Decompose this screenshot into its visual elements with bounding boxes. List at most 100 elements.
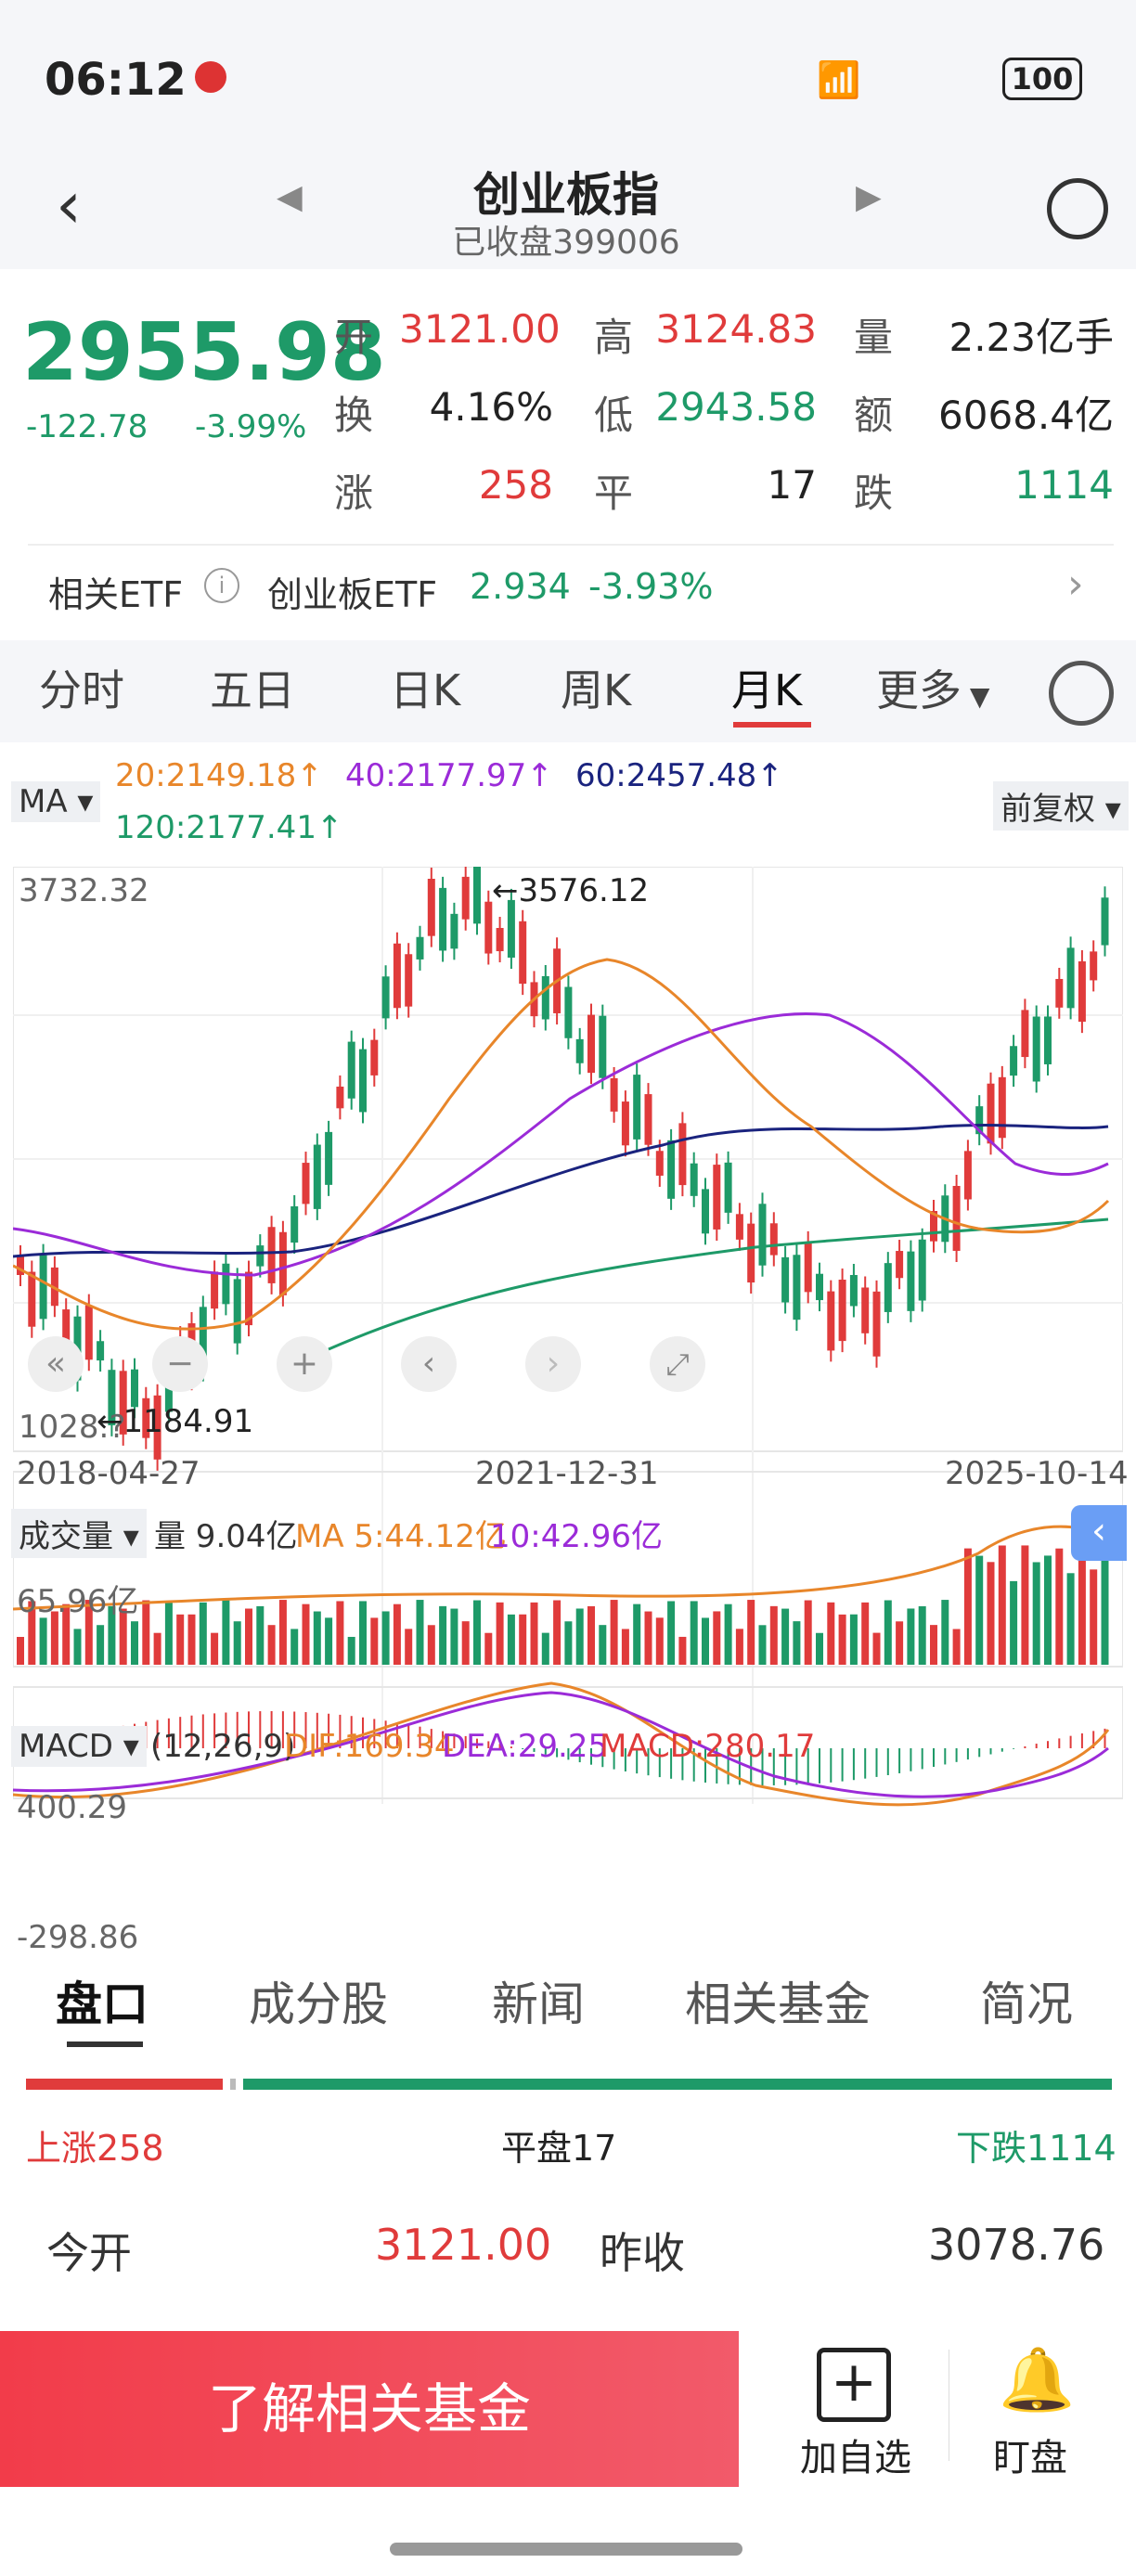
volume-bar: [325, 1617, 333, 1665]
candle: [39, 1255, 47, 1320]
candle: [541, 975, 549, 1020]
collapse-panel-icon[interactable]: ‹: [1071, 1505, 1127, 1561]
add-watchlist-icon[interactable]: +: [817, 2348, 891, 2422]
candle: [267, 1227, 276, 1283]
candle: [313, 1144, 321, 1209]
volume-bar: [838, 1614, 846, 1665]
learn-funds-button[interactable]: 了解相关基金: [0, 2331, 739, 2487]
candle: [896, 1251, 904, 1279]
etf-name: 创业板ETF: [267, 574, 438, 615]
bell-icon[interactable]: 🔔: [999, 2344, 1076, 2415]
etf-label: 相关ETF: [48, 574, 184, 615]
volume-bar: [735, 1629, 743, 1665]
info-icon[interactable]: i: [204, 568, 239, 603]
adjust-label: 前复权: [1000, 791, 1095, 828]
volume-bar: [941, 1600, 949, 1665]
add-watchlist-label[interactable]: 加自选: [800, 2437, 911, 2479]
prev-index-icon[interactable]: ◀: [277, 178, 303, 216]
candle: [336, 1086, 344, 1109]
tab-profile[interactable]: 简况: [980, 1977, 1073, 2031]
candle: [644, 1094, 652, 1145]
volume-bar: [930, 1625, 937, 1665]
next-index-icon[interactable]: ▶: [856, 178, 882, 216]
quote-label: 涨: [334, 470, 374, 516]
tab-more[interactable]: 更多 ▼: [876, 657, 989, 718]
app-logo-icon: [195, 61, 226, 93]
volume-bar: [690, 1601, 698, 1665]
tab-zhouk[interactable]: 周K: [561, 665, 632, 715]
zoom-out-icon[interactable]: −: [152, 1336, 208, 1392]
etf-pct: -3.93%: [588, 566, 714, 607]
chevron-down-icon: ▼: [962, 681, 990, 712]
fullscreen-icon[interactable]: ⤢: [650, 1336, 705, 1392]
volume-bar: [347, 1636, 355, 1665]
volume-bar: [644, 1611, 652, 1665]
ma40-line: [13, 1011, 1109, 1277]
candle: [849, 1274, 858, 1307]
candle: [633, 1075, 641, 1140]
tab-yuek[interactable]: 月K: [731, 665, 803, 715]
candle: [918, 1239, 926, 1301]
volume-bar: [907, 1608, 915, 1665]
tab-constituents[interactable]: 成分股: [249, 1977, 388, 2031]
candle: [393, 943, 401, 1009]
tab-related-funds[interactable]: 相关基金: [685, 1977, 871, 2031]
candle: [278, 1231, 287, 1295]
vol-ma-line: [13, 1525, 1109, 1611]
tab-news[interactable]: 新闻: [492, 1977, 585, 2031]
candle: [325, 1131, 333, 1185]
candle: [519, 921, 527, 985]
rewind-icon[interactable]: «: [28, 1336, 84, 1392]
divider: [28, 544, 1114, 546]
volume-bar: [84, 1600, 93, 1665]
candle: [713, 1165, 721, 1230]
volume-selector[interactable]: 成交量 ▾: [11, 1509, 147, 1558]
volume-bar: [884, 1600, 892, 1665]
volume-bar: [313, 1611, 321, 1665]
ma-selector[interactable]: MA ▾: [11, 781, 101, 822]
volume-selector-label: 成交量: [19, 1518, 113, 1555]
volume-bar: [702, 1617, 709, 1665]
dea-line: [13, 1691, 1109, 1798]
quote-label: 高: [594, 315, 634, 360]
zoom-in-icon[interactable]: +: [277, 1336, 332, 1392]
candle: [610, 1077, 618, 1112]
tab-pankou[interactable]: 盘口: [56, 1977, 148, 2031]
volume-bar: [416, 1600, 424, 1665]
tab-rik[interactable]: 日K: [390, 665, 461, 715]
tab-fenshi[interactable]: 分时: [39, 665, 124, 715]
volume-bar: [564, 1621, 573, 1665]
macd-selector[interactable]: MACD ▾: [11, 1726, 147, 1767]
watch-label[interactable]: 盯盘: [993, 2437, 1067, 2479]
candle: [245, 1271, 252, 1326]
tab-wuri[interactable]: 五日: [210, 665, 295, 715]
volume-bar: [610, 1600, 618, 1665]
adjust-selector[interactable]: 前复权 ▾: [993, 781, 1129, 831]
quote-label: 量: [854, 315, 894, 360]
ma40-label: 40:2177.97↑: [345, 757, 553, 794]
volume-bar: [1021, 1545, 1029, 1665]
etf-row[interactable]: 相关ETF i 创业板ETF 2.934 -3.93% ›: [0, 547, 1136, 622]
volume-bar: [222, 1600, 230, 1665]
candle: [861, 1287, 870, 1333]
volume-bar: [450, 1608, 458, 1665]
scroll-left-icon[interactable]: ‹: [401, 1336, 457, 1392]
settings-icon[interactable]: [1049, 661, 1114, 726]
scroll-right-icon[interactable]: ›: [525, 1336, 581, 1392]
status-time: 06:12: [45, 54, 187, 106]
volume-bar: [747, 1600, 755, 1665]
volume-bar: [816, 1632, 823, 1665]
volume-bar: [678, 1636, 687, 1665]
candle: [587, 1014, 595, 1074]
quote-value: 3121.00: [399, 306, 561, 352]
search-icon[interactable]: [1047, 178, 1108, 239]
volume-bar: [758, 1625, 767, 1665]
candle: [747, 1223, 755, 1283]
volume-bar: [176, 1614, 185, 1665]
bottom-tab-indicator: [67, 2041, 143, 2047]
breadth-up-label: 上涨258: [26, 2128, 164, 2169]
volume-bar: [599, 1625, 607, 1665]
back-icon[interactable]: ‹: [56, 167, 82, 243]
volume-bar: [1066, 1573, 1075, 1665]
candle: [290, 1205, 299, 1243]
